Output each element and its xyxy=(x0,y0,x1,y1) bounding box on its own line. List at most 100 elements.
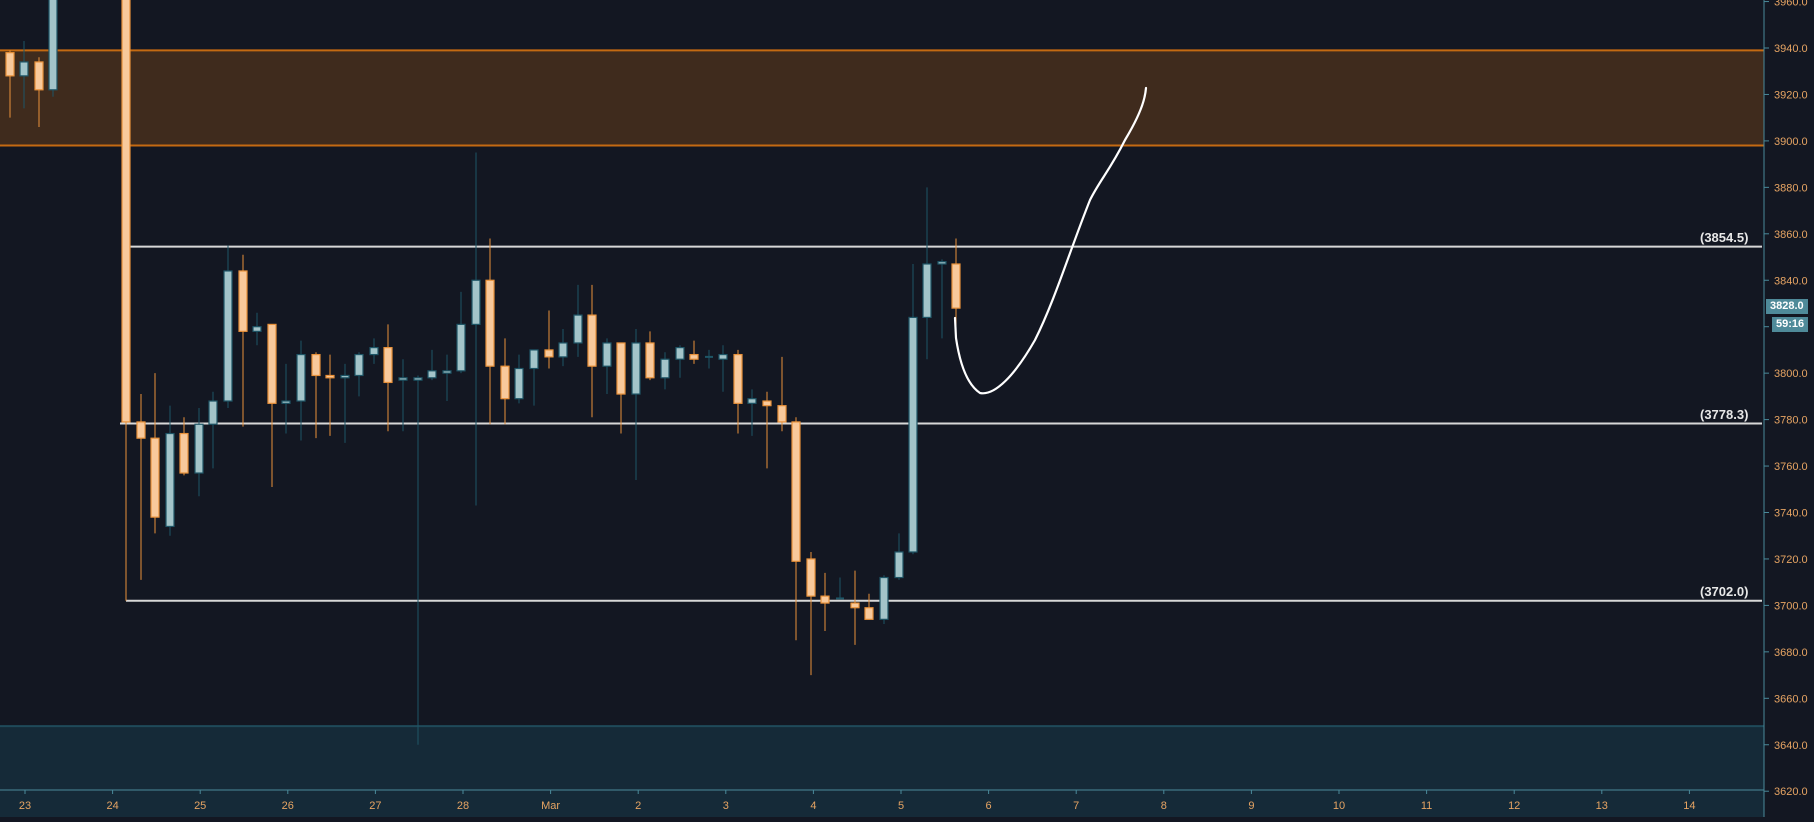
bull-candle[interactable] xyxy=(514,354,524,404)
bull-candle[interactable] xyxy=(675,345,685,378)
price-tick-label: 3700.0 xyxy=(1774,600,1808,612)
zones-layer xyxy=(0,49,1764,822)
bull-candle[interactable] xyxy=(922,187,932,360)
bull-candle[interactable] xyxy=(369,338,379,364)
bear-candle[interactable] xyxy=(311,352,321,439)
time-tick-label: 4 xyxy=(810,800,816,812)
candle-countdown-badge: 59:16 xyxy=(1772,317,1809,332)
bull-candle[interactable] xyxy=(660,352,670,390)
bull-candle[interactable] xyxy=(427,349,437,381)
bear-candle[interactable] xyxy=(733,349,743,434)
bear-candle[interactable] xyxy=(136,394,146,580)
time-tick-label: 2 xyxy=(635,800,641,812)
bear-candle[interactable] xyxy=(485,238,495,425)
time-tick-label: 23 xyxy=(19,800,31,812)
horizontal-levels-layer xyxy=(120,245,1762,602)
bear-candle[interactable] xyxy=(806,551,816,676)
time-tick-label: Mar xyxy=(541,800,560,812)
bull-candle[interactable] xyxy=(529,349,539,406)
price-tick-label: 3960.0 xyxy=(1774,0,1808,9)
demand-zone[interactable] xyxy=(0,725,1764,822)
price-tick-label: 3940.0 xyxy=(1774,43,1808,55)
bear-candle[interactable] xyxy=(850,570,860,645)
bear-candle[interactable] xyxy=(820,572,830,631)
bull-candle[interactable] xyxy=(252,312,262,346)
price-tick-label: 3780.0 xyxy=(1774,415,1808,427)
bull-candle[interactable] xyxy=(19,41,29,109)
bear-candle[interactable] xyxy=(689,340,699,364)
bear-candle[interactable] xyxy=(238,254,248,427)
bear-candle[interactable] xyxy=(791,417,801,641)
bear-candle[interactable] xyxy=(5,50,15,118)
price-tick-label: 3660.0 xyxy=(1774,693,1808,705)
bear-candle[interactable] xyxy=(544,310,554,369)
bear-candle[interactable] xyxy=(762,391,772,469)
time-tick-label: 25 xyxy=(194,800,206,812)
bear-candle[interactable] xyxy=(951,238,961,332)
projection-curve[interactable] xyxy=(953,86,1148,395)
bear-candle[interactable] xyxy=(500,338,510,425)
time-tick-label: 6 xyxy=(986,800,992,812)
bull-candle[interactable] xyxy=(208,391,218,469)
bear-candle[interactable] xyxy=(150,373,160,534)
price-tick-label: 3620.0 xyxy=(1774,786,1808,798)
price-tick-label: 3900.0 xyxy=(1774,136,1808,148)
bear-candle[interactable] xyxy=(34,57,44,127)
price-tick-label: 3740.0 xyxy=(1774,508,1808,520)
bull-candle[interactable] xyxy=(836,577,844,600)
bull-candle[interactable] xyxy=(718,345,728,392)
bear-candle[interactable] xyxy=(777,356,787,432)
bull-candle[interactable] xyxy=(223,245,233,408)
bear-candle[interactable] xyxy=(325,354,335,436)
bull-candle[interactable] xyxy=(413,375,423,745)
bear-candle[interactable] xyxy=(616,342,626,434)
time-tick-label: 9 xyxy=(1248,800,1254,812)
price-tick-label: 3760.0 xyxy=(1774,461,1808,473)
bull-candle[interactable] xyxy=(631,329,641,480)
bull-candle[interactable] xyxy=(573,284,583,357)
bull-candle[interactable] xyxy=(705,349,713,369)
bear-candle[interactable] xyxy=(864,593,874,620)
bull-candle[interactable] xyxy=(602,338,612,395)
bull-candle[interactable] xyxy=(894,533,904,580)
bull-candle[interactable] xyxy=(747,389,757,436)
bull-candle[interactable] xyxy=(281,363,291,434)
bear-candle[interactable] xyxy=(383,324,393,432)
bull-candle[interactable] xyxy=(194,407,204,497)
price-tick-label: 3800.0 xyxy=(1774,368,1808,380)
bull-candle[interactable] xyxy=(937,259,947,339)
price-tick-label: 3920.0 xyxy=(1774,89,1808,101)
time-tick-label: 10 xyxy=(1333,800,1345,812)
time-tick-label: 14 xyxy=(1683,800,1695,812)
supply-zone[interactable] xyxy=(0,49,1764,147)
price-tick-label: 3840.0 xyxy=(1774,275,1808,287)
bull-candle[interactable] xyxy=(879,575,889,624)
time-tick-label: 8 xyxy=(1161,800,1167,812)
level-label: (3702.0) xyxy=(1700,583,1749,599)
bear-candle[interactable] xyxy=(645,331,655,381)
bull-candle[interactable] xyxy=(442,354,452,402)
bull-candle[interactable] xyxy=(340,363,350,443)
bear-candle[interactable] xyxy=(267,323,277,487)
price-tick-label: 3680.0 xyxy=(1774,647,1808,659)
time-axis[interactable]: 23 24 25 26 27 28 Mar 2 3 4 5 6 7 8 9 10 11 12 13 14 xyxy=(0,789,1764,812)
level-label: (3854.5) xyxy=(1700,229,1749,245)
bull-candle[interactable] xyxy=(296,340,306,441)
price-axis[interactable]: 3960.0 3940.0 3920.0 3900.0 3880.0 3860.0 3840… xyxy=(1763,0,1808,817)
bull-candle[interactable] xyxy=(165,405,175,536)
time-tick-label: 7 xyxy=(1073,800,1079,812)
bear-candle[interactable] xyxy=(587,284,597,418)
time-tick-label: 26 xyxy=(282,800,294,812)
candles-layer xyxy=(5,0,961,745)
bull-candle[interactable] xyxy=(908,263,918,555)
bull-candle[interactable] xyxy=(456,291,466,374)
bull-candle[interactable] xyxy=(398,359,408,432)
bear-candle[interactable] xyxy=(179,417,189,476)
bear-candle[interactable] xyxy=(121,0,131,601)
bull-candle[interactable] xyxy=(48,0,58,97)
bull-candle[interactable] xyxy=(558,329,568,367)
bull-candle[interactable] xyxy=(354,352,364,397)
bull-candle[interactable] xyxy=(471,152,481,506)
